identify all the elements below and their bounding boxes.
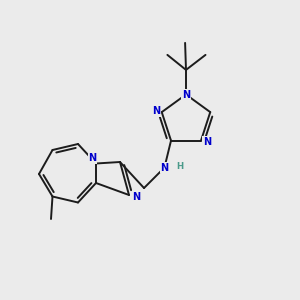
Text: N: N <box>132 192 141 202</box>
Text: N: N <box>203 137 211 147</box>
Text: N: N <box>160 163 169 172</box>
Text: N: N <box>88 153 97 163</box>
Text: N: N <box>182 89 190 100</box>
Text: N: N <box>152 106 160 116</box>
Text: H: H <box>176 162 183 171</box>
